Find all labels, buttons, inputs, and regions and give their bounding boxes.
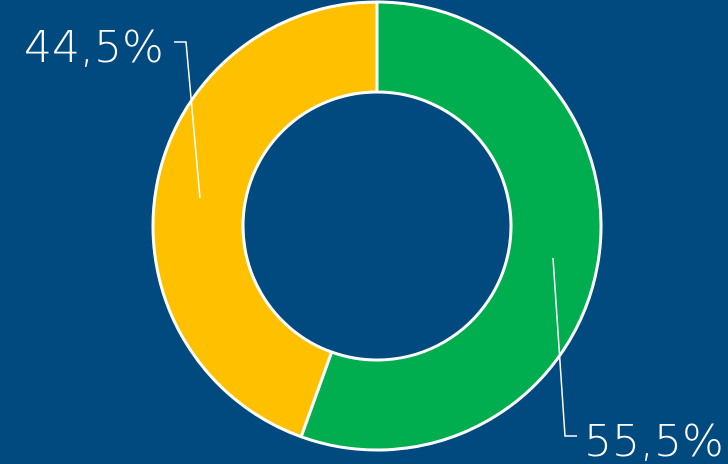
slice-label-green: 55,5% [584, 416, 724, 464]
leader-lines-layer [174, 41, 577, 437]
slices-layer [151, 0, 603, 452]
slice-yellow [151, 0, 379, 439]
leader-line-green [552, 257, 577, 437]
slice-green [299, 0, 603, 452]
leader-line-yellow [174, 41, 201, 199]
slice-label-yellow: 44,5% [24, 22, 164, 73]
